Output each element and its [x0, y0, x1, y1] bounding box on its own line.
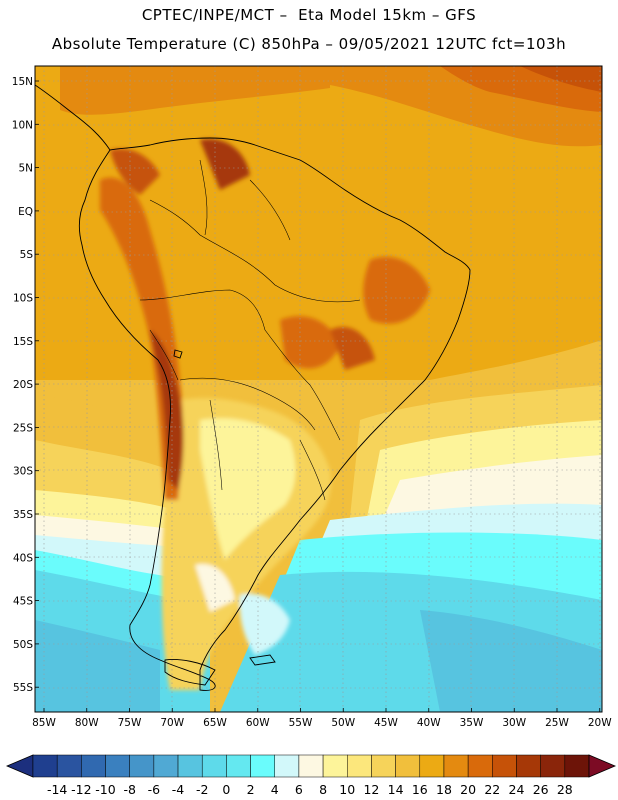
lon-label: 65W	[203, 717, 227, 729]
colorbar-swatch	[250, 754, 275, 778]
lat-label: 30S	[13, 466, 33, 478]
colorbar-label: 24	[509, 782, 525, 797]
band-atl-0	[420, 610, 602, 712]
map-title-line-2: Absolute Temperature (C) 850hPa – 09/05/…	[51, 35, 567, 53]
map-frame	[34, 65, 603, 713]
colorbar-swatch	[540, 754, 566, 778]
colorbar-label: -2	[196, 782, 208, 797]
colorbar-swatch	[492, 754, 517, 778]
tierra-del-fuego	[164, 659, 216, 686]
colorbar-label: -14	[47, 782, 67, 797]
lon-label: 60W	[246, 717, 270, 729]
lon-label: 30W	[502, 717, 526, 729]
colorbar-swatch	[322, 754, 348, 778]
colorbar-label: 6	[295, 782, 303, 797]
latitude-labels: 15N 10N 5N EQ 5S 10S 15S 20S 25S 30S 35S 40S 45S 50S 5…	[12, 76, 39, 694]
colorbar-swatch	[56, 754, 82, 778]
colorbar-swatch	[395, 754, 421, 778]
south-america-coast	[78, 137, 471, 691]
colorbar-swatch	[371, 754, 396, 778]
colorbar-label: 14	[388, 782, 404, 797]
land-temperature	[100, 139, 430, 690]
colorbar-swatch	[564, 754, 590, 778]
lat-label: 20S	[13, 379, 33, 391]
colorbar-label: -4	[172, 782, 185, 797]
lon-label: 75W	[118, 717, 142, 729]
colorbar-under-arrow	[5, 754, 34, 778]
longitude-labels: 85W 80W 75W 70W 65W 60W 55W 50W 45W 40W 35W 30W 25W 2…	[32, 708, 612, 729]
colorbar-swatch	[443, 754, 469, 778]
colorbar-swatch	[274, 754, 300, 778]
lat-label: EQ	[18, 206, 33, 218]
colorbar-swatch	[467, 754, 493, 778]
lake-titicaca	[173, 349, 183, 359]
band-cool-7	[35, 620, 160, 712]
lon-label: 40W	[417, 717, 441, 729]
band-far-north-hot	[520, 66, 602, 92]
colorbar-swatch	[201, 754, 227, 778]
map-title-line-1: CPTEC/INPE/MCT – Eta Model 15km – GFS	[141, 6, 477, 24]
lon-label: 50W	[331, 717, 355, 729]
colorbar-swatch	[32, 754, 58, 778]
lat-label: 10S	[13, 293, 33, 305]
colorbar-swatch	[298, 754, 324, 778]
colorbar-label: 22	[484, 782, 500, 797]
lat-label: 25S	[13, 422, 33, 434]
colorbar-label: 20	[460, 782, 476, 797]
colorbar-label: 16	[412, 782, 428, 797]
colorbar-label: 26	[533, 782, 549, 797]
colorbar-swatch	[129, 754, 155, 778]
colorbar-label: 18	[436, 782, 452, 797]
colorbar-swatch	[81, 754, 106, 778]
lat-label: 15S	[13, 336, 33, 348]
colorbar-swatch	[347, 754, 372, 778]
colorbar-label: -10	[95, 782, 115, 797]
lat-label: 55S	[13, 682, 33, 694]
lon-label: 55W	[289, 717, 313, 729]
lat-label: 45S	[13, 596, 33, 608]
lon-label: 25W	[545, 717, 569, 729]
colorbar-label: 12	[363, 782, 379, 797]
lat-label: 40S	[13, 552, 33, 564]
lat-label: 5N	[18, 163, 33, 175]
lat-label: 10N	[12, 119, 33, 131]
colorbar-label: 4	[271, 782, 279, 797]
colorbar-label: 8	[319, 782, 327, 797]
colorbar-swatch	[419, 754, 445, 778]
central-america-coast	[35, 84, 111, 151]
lat-label: 35S	[13, 509, 33, 521]
colorbar-label: 28	[557, 782, 573, 797]
band-caribbean-warm	[60, 66, 330, 115]
lat-label: 50S	[13, 639, 33, 651]
colorbar-label: -6	[148, 782, 161, 797]
lon-label: 80W	[75, 717, 99, 729]
colorbar-swatch	[153, 754, 179, 778]
lon-label: 35W	[460, 717, 484, 729]
lat-label: 5S	[20, 249, 34, 261]
colorbar-label: -12	[71, 782, 91, 797]
lat-label: 15N	[12, 76, 33, 88]
colorbar-label: 0	[222, 782, 230, 797]
temperature-field	[35, 66, 602, 712]
grid-lines	[35, 66, 602, 712]
lon-label: 45W	[374, 717, 398, 729]
colorbar-swatch	[177, 754, 203, 778]
colorbar-over-arrow	[588, 754, 617, 778]
colorbar-label: -8	[123, 782, 136, 797]
coastlines	[35, 84, 471, 691]
colorbar-label: 2	[247, 782, 255, 797]
colorbar-swatch	[226, 754, 251, 778]
colorbar: -14 -12 -10 -8 -6 -4 -2 0 2 4 6 8 10 12 14 16 18 20 22 24 26…	[5, 754, 617, 797]
falklands	[249, 654, 276, 666]
colorbar-swatch	[105, 754, 130, 778]
colorbar-swatch	[516, 754, 541, 778]
lon-label: 85W	[32, 717, 56, 729]
lon-label: 20W	[588, 717, 612, 729]
colorbar-label: 10	[339, 782, 355, 797]
lon-label: 70W	[160, 717, 184, 729]
